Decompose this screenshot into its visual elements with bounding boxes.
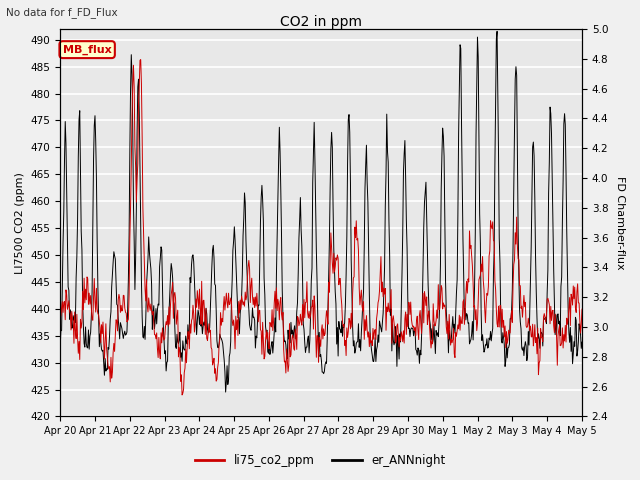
Text: No data for f_FD_Flux: No data for f_FD_Flux [6,7,118,18]
Y-axis label: LI7500 CO2 (ppm): LI7500 CO2 (ppm) [15,172,25,274]
Text: MB_flux: MB_flux [63,45,111,55]
Legend: li75_co2_ppm, er_ANNnight: li75_co2_ppm, er_ANNnight [190,449,450,472]
Y-axis label: FD Chamber-flux: FD Chamber-flux [615,176,625,270]
Title: CO2 in ppm: CO2 in ppm [280,15,362,29]
